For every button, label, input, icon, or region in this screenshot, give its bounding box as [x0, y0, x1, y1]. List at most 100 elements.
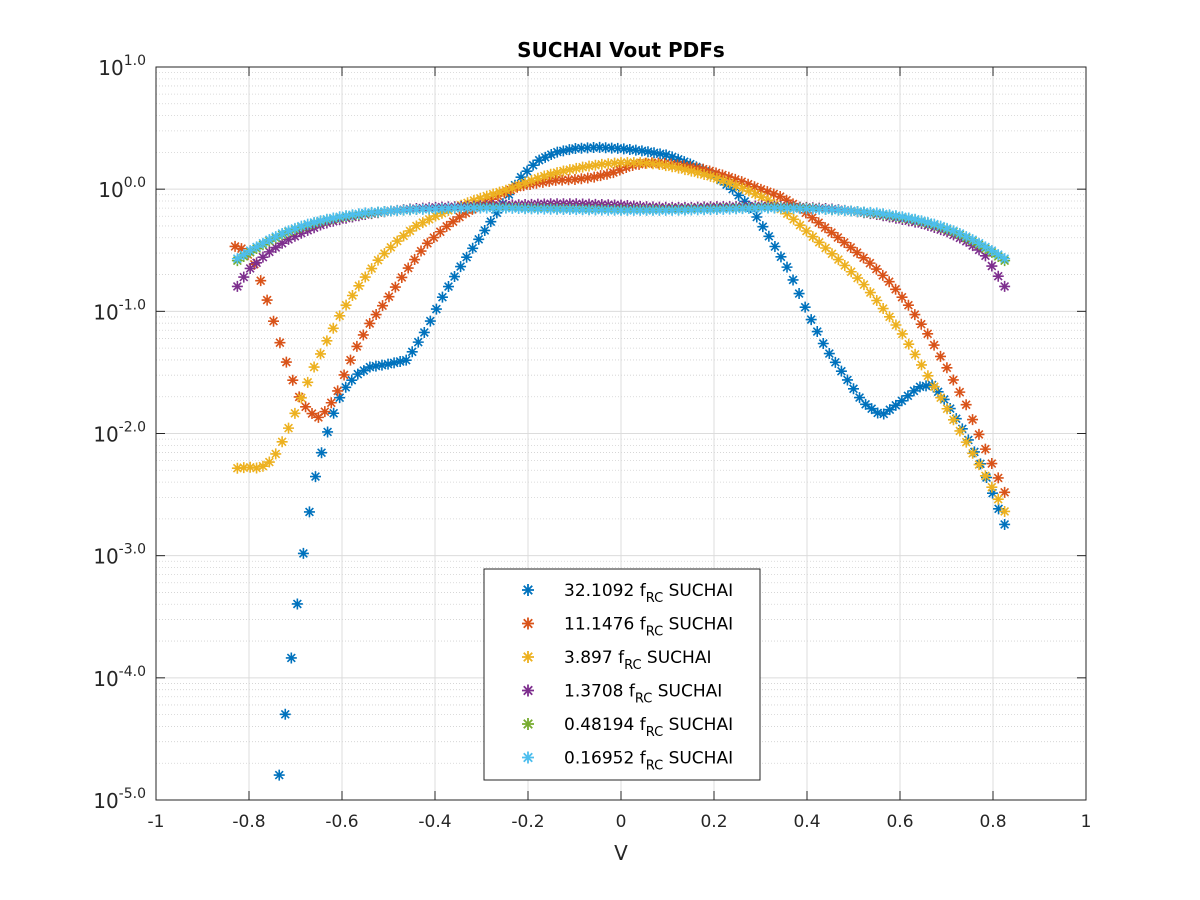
- data-point: [717, 203, 729, 215]
- data-point: [468, 202, 480, 214]
- data-point: [724, 203, 736, 215]
- data-point: [739, 195, 751, 207]
- series-layer: [229, 141, 1011, 781]
- data-point: [279, 708, 291, 720]
- data-point: [309, 471, 321, 483]
- data-point: [366, 263, 378, 275]
- y-tick-label: 101.0: [98, 53, 146, 80]
- x-tick-label: -0.2: [511, 812, 544, 832]
- data-point: [743, 202, 755, 214]
- data-point: [835, 365, 847, 377]
- data-point: [839, 205, 851, 217]
- data-point: [813, 217, 825, 229]
- data-point: [297, 547, 309, 559]
- data-point: [519, 203, 531, 215]
- data-point: [370, 309, 382, 321]
- data-point: [781, 202, 793, 214]
- data-point: [896, 328, 908, 340]
- data-point: [273, 769, 285, 781]
- data-point: [263, 234, 275, 246]
- data-point: [376, 359, 388, 371]
- data-point: [666, 151, 678, 163]
- data-point: [775, 251, 787, 263]
- data-point: [839, 259, 851, 271]
- y-tick-exponent: -5.0: [119, 786, 146, 802]
- data-point: [775, 202, 787, 214]
- data-point: [503, 189, 515, 201]
- data-point: [545, 149, 557, 161]
- series-5: [231, 202, 1011, 265]
- data-point: [941, 222, 953, 234]
- data-point: [774, 191, 786, 203]
- data-point: [430, 303, 442, 315]
- data-point: [609, 157, 621, 169]
- x-tick-label: 0.6: [886, 812, 913, 832]
- data-point: [711, 172, 723, 184]
- data-point: [987, 487, 999, 499]
- data-point: [716, 169, 728, 181]
- data-point: [845, 266, 857, 278]
- data-point: [428, 232, 440, 244]
- legend-marker: [522, 684, 534, 697]
- data-point: [922, 216, 934, 228]
- y-tick-label: 10-5.0: [93, 786, 146, 813]
- data-point: [251, 257, 263, 269]
- data-point: [244, 461, 256, 473]
- data-point: [539, 151, 551, 163]
- legend-entry-subscript: RC: [646, 591, 663, 606]
- data-point: [556, 174, 568, 186]
- data-point: [372, 254, 384, 266]
- data-point: [442, 202, 454, 214]
- data-point: [628, 204, 640, 216]
- data-point: [973, 237, 985, 249]
- data-point: [914, 381, 926, 393]
- data-point: [673, 204, 685, 216]
- data-point: [751, 211, 763, 223]
- data-point: [641, 204, 653, 216]
- data-point: [890, 399, 902, 411]
- data-point: [527, 159, 539, 171]
- data-point: [883, 276, 895, 288]
- data-point: [557, 145, 569, 157]
- data-point: [806, 212, 818, 224]
- data-point: [807, 231, 819, 243]
- data-point: [537, 176, 549, 188]
- data-point: [550, 174, 562, 186]
- data-point: [935, 392, 947, 404]
- data-point: [506, 202, 518, 214]
- data-point: [289, 407, 301, 419]
- data-point: [430, 203, 442, 215]
- data-point: [679, 164, 691, 176]
- data-point: [602, 158, 614, 170]
- data-point: [896, 211, 908, 223]
- y-tick-exponent: 1.0: [124, 53, 146, 69]
- data-point: [366, 206, 378, 218]
- data-point: [563, 144, 575, 156]
- data-point: [327, 322, 339, 334]
- data-point: [391, 235, 403, 247]
- data-point: [698, 204, 710, 216]
- data-point: [479, 197, 491, 209]
- data-point: [270, 448, 282, 460]
- data-point: [377, 300, 389, 312]
- data-point: [285, 652, 297, 664]
- data-point: [979, 470, 991, 482]
- data-point: [647, 204, 659, 216]
- data-point: [659, 157, 671, 169]
- data-point: [749, 202, 761, 214]
- data-point: [569, 143, 581, 155]
- data-point: [404, 204, 416, 216]
- data-point: [538, 203, 550, 215]
- legend-entry-value: 1.3708 f: [564, 682, 636, 702]
- data-point: [736, 182, 748, 194]
- data-point: [877, 303, 889, 315]
- data-point: [761, 186, 773, 198]
- data-point: [858, 279, 870, 291]
- data-point: [424, 315, 436, 327]
- data-point: [848, 383, 859, 395]
- data-point: [244, 245, 256, 257]
- data-point: [289, 230, 301, 242]
- legend-marker-star: [522, 684, 534, 697]
- data-point: [757, 221, 769, 233]
- legend-entry-subscript: RC: [646, 759, 663, 774]
